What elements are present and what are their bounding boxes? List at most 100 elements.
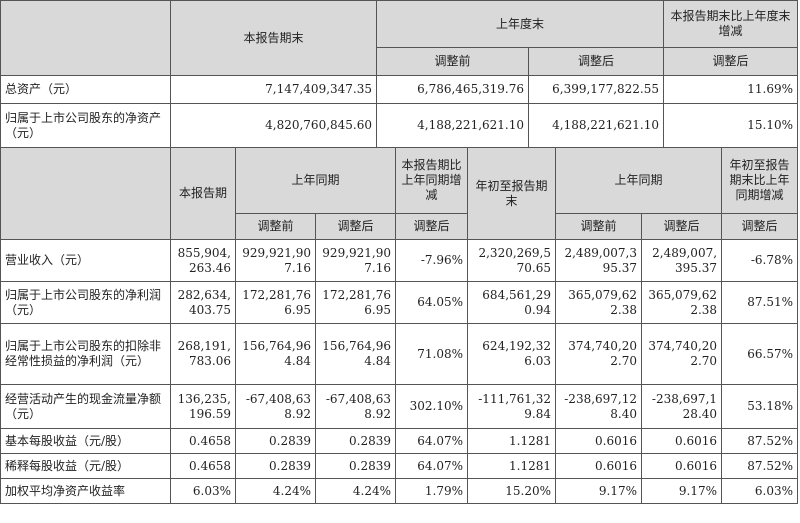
cell-period-change: 64.07% <box>395 453 469 479</box>
row-label: 经营活动产生的现金流量净额（元） <box>0 384 171 429</box>
balance-summary-table: 本报告期末 上年度末 本报告期末比上年度末增减 调整前 调整后 调整后 总资产（… <box>0 0 799 148</box>
cell-ytd-prev-before: -238,697,128.40 <box>555 384 643 429</box>
row-label: 归属于上市公司股东的净利润（元） <box>0 281 171 324</box>
cell-ytd: 684,561,290.94 <box>467 281 557 324</box>
cell-ytd-prev-before: 374,740,202.70 <box>555 323 643 385</box>
cell-period-change: 1.79% <box>395 478 469 504</box>
cell-period: 855,904,263.46 <box>170 239 236 282</box>
t2-header-before-2: 调整前 <box>555 213 643 240</box>
cell-period: 136,235,196.59 <box>170 384 236 429</box>
t2-header-after: 调整后 <box>314 213 397 240</box>
t1-header-change: 本报告期末比上年度末增减 <box>663 0 799 48</box>
cell-ytd-change: 66.57% <box>721 323 799 385</box>
t1-header-change-after: 调整后 <box>663 47 799 76</box>
cell-after: 6,399,177,822.55 <box>527 75 665 104</box>
t2-header-before: 调整前 <box>235 213 316 240</box>
cell-current: 4,820,760,845.60 <box>170 103 377 148</box>
cell-prev-before: -67,408,638.92 <box>235 384 316 429</box>
cell-ytd: -111,761,329.84 <box>467 384 557 429</box>
cell-ytd: 624,192,326.03 <box>467 323 557 385</box>
cell-ytd-prev-after: 2,489,007,395.37 <box>641 239 723 282</box>
cell-prev-after: 156,764,964.84 <box>314 323 397 385</box>
row-label: 营业收入（元） <box>0 239 171 282</box>
cell-prev-after: 0.2839 <box>314 428 397 454</box>
t2-header-prev-same-2: 上年同期 <box>555 147 723 214</box>
cell-period: 0.4658 <box>170 428 236 454</box>
cell-ytd-prev-after: 0.6016 <box>641 428 723 454</box>
cell-ytd-change: 6.03% <box>721 478 799 504</box>
cell-prev-before: 0.2839 <box>235 428 316 454</box>
table-row: 基本每股收益（元/股） 0.4658 0.2839 0.2839 64.07% … <box>0 428 799 454</box>
t2-header-after-2: 调整后 <box>641 213 723 240</box>
cell-prev-before: 4.24% <box>235 478 316 504</box>
cell-prev-after: 0.2839 <box>314 453 397 479</box>
row-label: 归属于上市公司股东的净资产（元） <box>0 103 171 148</box>
cell-ytd-prev-after: 0.6016 <box>641 453 723 479</box>
cell-period: 6.03% <box>170 478 236 504</box>
cell-period-change: -7.96% <box>395 239 469 282</box>
cell-ytd: 1.1281 <box>467 428 557 454</box>
cell-ytd-prev-after: 374,740,202.70 <box>641 323 723 385</box>
cell-period-change: 302.10% <box>395 384 469 429</box>
cell-ytd-prev-before: 0.6016 <box>555 453 643 479</box>
cell-ytd-prev-before: 0.6016 <box>555 428 643 454</box>
t2-header-ytd: 年初至报告期末 <box>467 147 557 240</box>
cell-period-change: 64.05% <box>395 281 469 324</box>
cell-ytd-prev-after: 365,079,622.38 <box>641 281 723 324</box>
cell-after: 4,188,221,621.10 <box>527 103 665 148</box>
cell-before: 4,188,221,621.10 <box>376 103 529 148</box>
cell-ytd-change: 53.18% <box>721 384 799 429</box>
t2-corner-header <box>0 147 171 240</box>
row-label: 稀释每股收益（元/股） <box>0 453 171 479</box>
table-row: 加权平均净资产收益率 6.03% 4.24% 4.24% 1.79% 15.20… <box>0 478 799 504</box>
cell-period: 282,634,403.75 <box>170 281 236 324</box>
income-summary-table: 本报告期 上年同期 本报告期比上年同期增减 年初至报告期末 上年同期 年初至报告… <box>0 147 799 504</box>
cell-change: 11.69% <box>663 75 799 104</box>
cell-prev-after: -67,408,638.92 <box>314 384 397 429</box>
t2-header-prev-same: 上年同期 <box>234 147 397 214</box>
cell-ytd-change: -6.78% <box>721 239 799 282</box>
cell-current: 7,147,409,347.35 <box>170 75 377 104</box>
t1-header-prev-year-end: 上年度末 <box>375 0 665 48</box>
cell-ytd: 1.1281 <box>467 453 557 479</box>
table-row: 归属于上市公司股东的净利润（元） 282,634,403.75 172,281,… <box>0 281 799 324</box>
cell-change: 15.10% <box>663 103 799 148</box>
cell-period-change: 64.07% <box>395 428 469 454</box>
table-row: 归属于上市公司股东的扣除非经常性损益的净利润（元） 268,191,783.06… <box>0 323 799 385</box>
t1-header-after: 调整后 <box>527 47 665 76</box>
cell-ytd-prev-before: 2,489,007,395.37 <box>555 239 643 282</box>
cell-ytd-change: 87.52% <box>721 428 799 454</box>
t1-header-current: 本报告期末 <box>170 0 377 76</box>
cell-prev-after: 172,281,766.95 <box>314 281 397 324</box>
cell-period: 0.4658 <box>170 453 236 479</box>
cell-prev-before: 929,921,907.16 <box>235 239 316 282</box>
t2-header-ytd-change-after: 调整后 <box>721 213 799 240</box>
cell-ytd-prev-after: -238,697,128.40 <box>641 384 723 429</box>
cell-ytd-change: 87.51% <box>721 281 799 324</box>
cell-period-change: 71.08% <box>395 323 469 385</box>
t2-header-ytd-change: 年初至报告期末比上年同期增减 <box>721 147 799 214</box>
t2-header-period-change: 本报告期比上年同期增减 <box>395 147 469 214</box>
cell-prev-before: 172,281,766.95 <box>235 281 316 324</box>
cell-prev-before: 156,764,964.84 <box>235 323 316 385</box>
table-row: 营业收入（元） 855,904,263.46 929,921,907.16 92… <box>0 239 799 282</box>
table-row: 归属于上市公司股东的净资产（元） 4,820,760,845.60 4,188,… <box>0 103 799 148</box>
t2-header-period: 本报告期 <box>170 147 236 240</box>
cell-period: 268,191,783.06 <box>170 323 236 385</box>
row-label: 加权平均净资产收益率 <box>0 478 171 504</box>
table-row: 经营活动产生的现金流量净额（元） 136,235,196.59 -67,408,… <box>0 384 799 429</box>
cell-ytd-prev-after: 9.17% <box>641 478 723 504</box>
row-label: 归属于上市公司股东的扣除非经常性损益的净利润（元） <box>0 323 171 385</box>
t2-header-period-change-after: 调整后 <box>395 213 469 240</box>
row-label: 基本每股收益（元/股） <box>0 428 171 454</box>
cell-ytd: 2,320,269,570.65 <box>467 239 557 282</box>
cell-ytd-change: 87.52% <box>721 453 799 479</box>
table-row: 稀释每股收益（元/股） 0.4658 0.2839 0.2839 64.07% … <box>0 453 799 479</box>
row-label: 总资产（元） <box>0 75 171 104</box>
cell-ytd: 15.20% <box>467 478 557 504</box>
t1-header-before: 调整前 <box>376 47 529 76</box>
cell-prev-after: 4.24% <box>314 478 397 504</box>
cell-prev-after: 929,921,907.16 <box>314 239 397 282</box>
t1-corner-header <box>0 0 171 76</box>
